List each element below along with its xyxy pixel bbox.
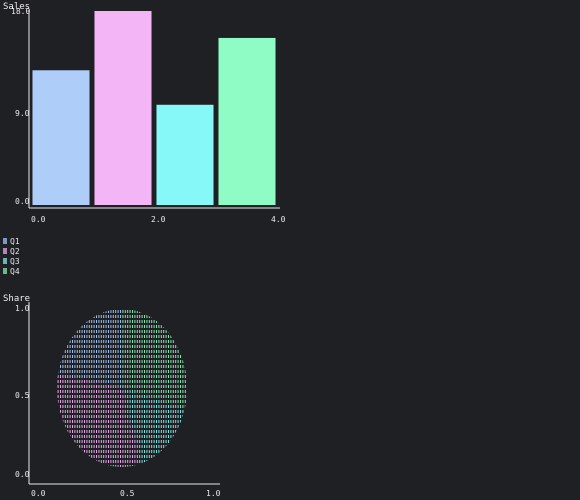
- bar-y-tick-18: 18.0: [11, 7, 31, 16]
- bar-q1: [32, 70, 90, 206]
- pie-slice-q3: [122, 388, 185, 464]
- bar-q3: [156, 104, 214, 205]
- pie-chart-title: Share: [3, 294, 31, 304]
- pie-slice-q2: [57, 373, 143, 467]
- pie-x-tick-1: 1.0: [206, 489, 221, 498]
- legend: Q1 Q2 Q3 Q4: [3, 236, 20, 276]
- pie-y-tick-1: 1.0: [15, 304, 30, 313]
- bar-chart-title: Sales: [3, 2, 31, 12]
- bar-q4: [218, 37, 276, 205]
- legend-item-q1: Q1: [3, 236, 20, 246]
- legend-label-q1: Q1: [10, 236, 20, 246]
- legend-marker-q3: [3, 258, 7, 264]
- pie-y-tick-0: 0.0: [15, 470, 30, 479]
- bar-q2: [94, 11, 152, 205]
- bar-y-tick-0: 0.0: [15, 197, 30, 206]
- bar-x-tick-2: 2.0: [151, 215, 166, 224]
- legend-marker-q4: [3, 268, 7, 274]
- legend-item-q4: Q4: [3, 266, 20, 276]
- legend-marker-q2: [3, 248, 7, 254]
- pie-slice-q1: [58, 309, 122, 388]
- bar-x-tick-0: 0.0: [31, 215, 46, 224]
- legend-item-q2: Q2: [3, 246, 20, 256]
- legend-label-q4: Q4: [10, 266, 20, 276]
- bar-x-tick-4: 4.0: [271, 215, 286, 224]
- pie-x-tick-05: 0.5: [120, 489, 135, 498]
- bar-y-tick-9: 9.0: [15, 109, 30, 118]
- legend-label-q3: Q3: [10, 256, 20, 266]
- pie-x-tick-0: 0.0: [31, 489, 46, 498]
- legend-item-q3: Q3: [3, 256, 20, 266]
- bar-chart: [28, 10, 280, 209]
- pie-y-tick-05: 0.5: [15, 391, 30, 400]
- legend-marker-q1: [3, 238, 7, 244]
- pie-slice-q4: [122, 309, 187, 408]
- legend-label-q2: Q2: [10, 246, 20, 256]
